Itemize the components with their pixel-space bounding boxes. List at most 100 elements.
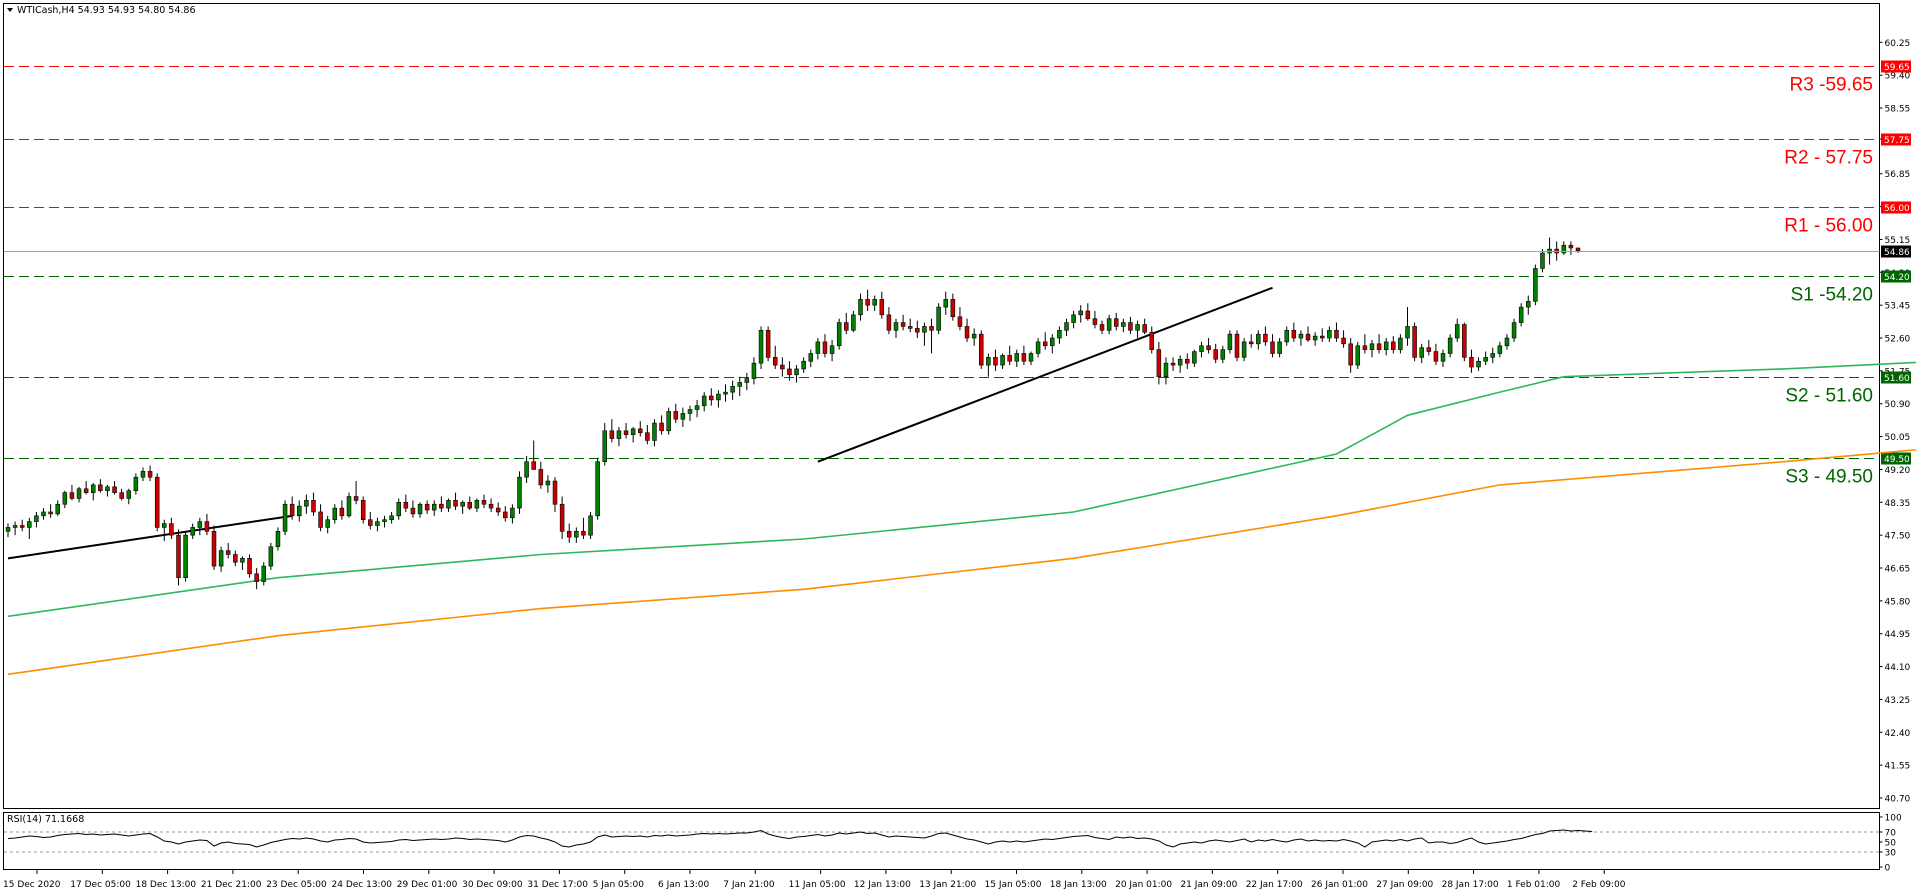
candle-body bbox=[27, 521, 32, 528]
price-tick-label: 47.50 bbox=[1885, 532, 1911, 542]
price-tick-label: 40.70 bbox=[1885, 795, 1911, 805]
candle-body bbox=[595, 461, 600, 517]
candle-body bbox=[1156, 349, 1162, 377]
level-axis-tag bbox=[1881, 133, 1911, 146]
price-tick-label: 58.55 bbox=[1885, 105, 1911, 115]
candle-body bbox=[76, 488, 82, 499]
current-price-tag bbox=[1881, 245, 1911, 258]
candle-body bbox=[1035, 341, 1041, 354]
candle-body bbox=[233, 554, 238, 563]
candle-body bbox=[1170, 362, 1176, 366]
candle-body bbox=[1241, 341, 1247, 358]
candle-body bbox=[1398, 337, 1403, 350]
candle-body bbox=[5, 527, 11, 532]
candle-body bbox=[495, 507, 501, 513]
collapse-arrow-icon[interactable] bbox=[7, 8, 13, 12]
level-axis-value: 56.00 bbox=[1884, 204, 1910, 214]
candle-body bbox=[1135, 324, 1140, 331]
candle-body bbox=[147, 471, 153, 478]
candle-body bbox=[758, 329, 764, 364]
candle-body bbox=[808, 353, 814, 362]
time-tick-label: 15 Jan 05:00 bbox=[985, 880, 1042, 890]
trendlines bbox=[7, 286, 1273, 560]
candle-body bbox=[986, 357, 991, 366]
candle-body bbox=[1490, 353, 1496, 358]
price-tick-label: 56.85 bbox=[1885, 170, 1911, 180]
candle-body bbox=[311, 500, 316, 513]
candle-body bbox=[1021, 353, 1027, 362]
candle-body bbox=[936, 306, 941, 331]
time-tick-label: 7 Jan 21:00 bbox=[723, 880, 775, 890]
candle-body bbox=[12, 525, 18, 528]
level-label: S2 - 51.60 bbox=[1785, 386, 1873, 407]
candle-body bbox=[396, 502, 401, 517]
candle-body bbox=[993, 357, 998, 366]
rsi-tick-label: 0 bbox=[1885, 864, 1891, 874]
candle-body bbox=[375, 521, 380, 526]
candle-body bbox=[424, 503, 430, 511]
candle-body bbox=[83, 488, 89, 493]
candle-body bbox=[829, 345, 835, 354]
time-tick-label: 21 Dec 21:00 bbox=[201, 880, 262, 890]
candle-body bbox=[964, 326, 970, 339]
candle-body bbox=[957, 316, 963, 327]
candle-body bbox=[1540, 252, 1545, 269]
candle-body bbox=[510, 507, 515, 519]
candle-body bbox=[1277, 341, 1282, 354]
candle-body bbox=[98, 484, 103, 492]
candle-body bbox=[1192, 351, 1197, 364]
candle-body bbox=[1128, 322, 1133, 331]
candle-body bbox=[261, 565, 267, 582]
level-axis-value: 49.50 bbox=[1884, 455, 1910, 465]
rsi-line bbox=[7, 829, 1593, 848]
candle-body bbox=[19, 525, 25, 528]
level-label: S1 -54.20 bbox=[1791, 285, 1873, 306]
candle-body bbox=[787, 368, 792, 376]
level-label: S3 - 49.50 bbox=[1785, 467, 1873, 488]
candle-body bbox=[133, 476, 139, 492]
candle-body bbox=[1099, 324, 1105, 331]
current-price-line: 54.86 bbox=[4, 245, 1911, 258]
candle-body bbox=[581, 530, 586, 536]
candle-body bbox=[1405, 326, 1410, 339]
candle-body bbox=[197, 521, 203, 528]
candle-body bbox=[772, 357, 778, 366]
candle-body bbox=[623, 430, 629, 435]
candle-body bbox=[62, 492, 68, 505]
candle-body bbox=[240, 558, 245, 563]
time-tick-label: 21 Jan 09:00 bbox=[1180, 880, 1237, 890]
time-tick-label: 1 Feb 01:00 bbox=[1507, 880, 1561, 890]
candle-body bbox=[552, 480, 558, 505]
price-tick-label: 44.95 bbox=[1885, 630, 1911, 640]
trendline bbox=[7, 514, 293, 560]
candle-body bbox=[481, 500, 487, 505]
time-tick-label: 18 Dec 13:00 bbox=[136, 880, 197, 890]
candle-body bbox=[474, 500, 480, 509]
candle-body bbox=[218, 550, 224, 567]
candle-body bbox=[1305, 333, 1311, 341]
time-tick-label: 17 Dec 05:00 bbox=[70, 880, 131, 890]
rsi-tick-label: 50 bbox=[1885, 839, 1897, 849]
candle-body bbox=[460, 502, 465, 507]
candle-body bbox=[872, 299, 877, 306]
candle-body bbox=[524, 461, 529, 478]
candle-body bbox=[638, 428, 643, 434]
candle-body bbox=[1149, 331, 1155, 350]
candle-body bbox=[204, 521, 210, 532]
candle-body bbox=[332, 507, 338, 520]
candle-body bbox=[1057, 329, 1062, 339]
candle-body bbox=[588, 515, 593, 536]
candle-body bbox=[1298, 333, 1304, 339]
current-price-value: 54.86 bbox=[1884, 248, 1910, 258]
candle-body bbox=[1462, 324, 1467, 358]
candle-body bbox=[531, 461, 536, 470]
time-tick-label: 13 Jan 21:00 bbox=[919, 880, 976, 890]
candle-body bbox=[105, 486, 110, 492]
moving-averages bbox=[7, 361, 1916, 676]
candle-body bbox=[431, 503, 437, 511]
candle-body bbox=[680, 413, 686, 420]
candle-body bbox=[1355, 345, 1361, 366]
candle-body bbox=[1220, 349, 1226, 360]
level-axis-tag bbox=[1881, 60, 1911, 73]
main-chart-frame bbox=[3, 3, 1880, 809]
